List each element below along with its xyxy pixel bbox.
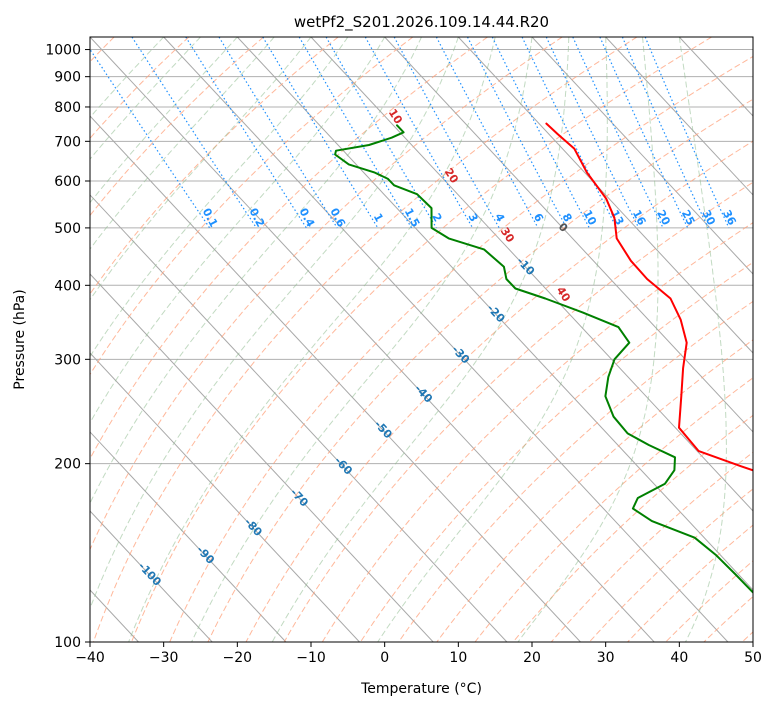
isotherm: [90, 37, 655, 642]
moist-adiabat: [377, 37, 608, 642]
dry-adiabat: [283, 181, 753, 642]
x-tick-label: 30: [597, 650, 615, 666]
moist-adiabat: [90, 37, 349, 358]
mixing-ratio-line: [393, 37, 500, 229]
moist-adiabat: [517, 37, 659, 642]
moist-adiabat: [678, 37, 727, 642]
isotherm: [163, 37, 729, 642]
mixing-ratio-line: [262, 37, 379, 229]
y-tick-label: 600: [54, 174, 81, 190]
dry-adiabat: [398, 300, 753, 642]
isotherm: [531, 37, 753, 275]
isotherm: [90, 510, 213, 642]
temperature-line: [545, 122, 753, 472]
isotherm: [236, 37, 753, 591]
mixing-ratio-label: 20: [654, 208, 673, 228]
dry-adiabat: [207, 98, 753, 642]
mixing-ratio-line: [621, 37, 709, 229]
isotherm: [457, 37, 753, 354]
y-tick-label: 900: [54, 70, 81, 86]
y-tick-label: 1000: [45, 43, 81, 59]
mixing-ratio-line: [364, 37, 474, 229]
mixing-ratio-label: 25: [679, 208, 698, 228]
mixing-ratio-label: 30: [699, 208, 718, 228]
dry-adiabat: [90, 37, 264, 217]
isotherm: [90, 431, 287, 642]
dry-adiabat: [245, 140, 753, 642]
mixing-ratio-label: 16: [630, 208, 649, 228]
isotherm: [90, 194, 508, 642]
moist-adiabat: [271, 37, 570, 642]
moist-adiabat: [128, 37, 496, 642]
mixing-ratio-line: [599, 37, 689, 229]
y-tick-label: 700: [54, 134, 81, 150]
isotherm: [0, 37, 65, 642]
isotherm: [605, 37, 753, 196]
isotherm: [752, 37, 753, 38]
plot-frame: [89, 36, 754, 643]
chart-title: wetPf2_S201.2026.109.14.44.R20: [294, 13, 549, 32]
dry-adiabat: [321, 222, 753, 642]
mixing-ratio-line: [218, 37, 338, 229]
x-tick-label: 50: [744, 650, 762, 666]
x-tick-label: 20: [523, 650, 541, 666]
dry-adiabat: [90, 37, 414, 376]
mixing-ratio-label: 36: [720, 208, 739, 228]
mixing-ratio-line: [435, 37, 539, 229]
sounding-series: [334, 122, 753, 594]
mixing-ratio-label: 10: [580, 208, 599, 228]
dewpoint-line: [334, 124, 753, 594]
moist-adiabat: [90, 37, 165, 119]
y-tick-label: 300: [54, 352, 81, 368]
y-tick-label: 800: [54, 100, 81, 116]
plot-background: [90, 37, 753, 642]
x-tick-label: 40: [670, 650, 688, 666]
x-tick-label: 0: [380, 650, 389, 666]
axes: −40 −30 −20 −10 0 10 20 30 40 50 100 200 300 400 500 60…: [45, 43, 762, 666]
moist-adiabat: [90, 37, 386, 424]
x-axis-label: Temperature (°C): [360, 681, 482, 697]
x-tick-label: −10: [296, 650, 326, 666]
x-tick-label: −40: [75, 650, 105, 666]
isotherm: [384, 37, 753, 433]
isotherm: [90, 273, 434, 642]
dry-adiabat: [90, 37, 563, 551]
y-tick-label: 500: [54, 221, 81, 237]
x-tick-label: −30: [149, 650, 179, 666]
moist-adiabat: [90, 37, 422, 505]
mixing-ratio-line: [545, 37, 640, 229]
moist-adiabat: [90, 37, 201, 160]
y-axis-label: Pressure (hPa): [12, 289, 28, 389]
isotherm: [90, 115, 581, 642]
isotherm: [90, 352, 360, 642]
y-tick-label: 400: [54, 278, 81, 294]
mixing-ratio-line: [185, 37, 307, 229]
mixing-ratio-line: [298, 37, 413, 229]
x-tick-label: −20: [223, 650, 253, 666]
y-tick-label: 100: [54, 635, 81, 651]
dry-adiabat: [169, 55, 753, 642]
mixing-ratio-line: [521, 37, 618, 229]
dry-adiabat: [627, 524, 753, 642]
background-lines: [0, 37, 753, 642]
moist-adiabat: [90, 37, 238, 204]
moist-adiabat: [90, 37, 275, 250]
mixing-ratio-line: [325, 37, 437, 229]
moist-adiabat: [90, 37, 459, 610]
y-tick-label: 200: [54, 457, 81, 473]
mixing-ratio-line: [572, 37, 664, 229]
dry-adiabat: [360, 261, 753, 642]
moist-adiabat: [90, 37, 312, 301]
x-tick-label: 10: [449, 650, 467, 666]
dry-adiabat: [131, 37, 712, 642]
